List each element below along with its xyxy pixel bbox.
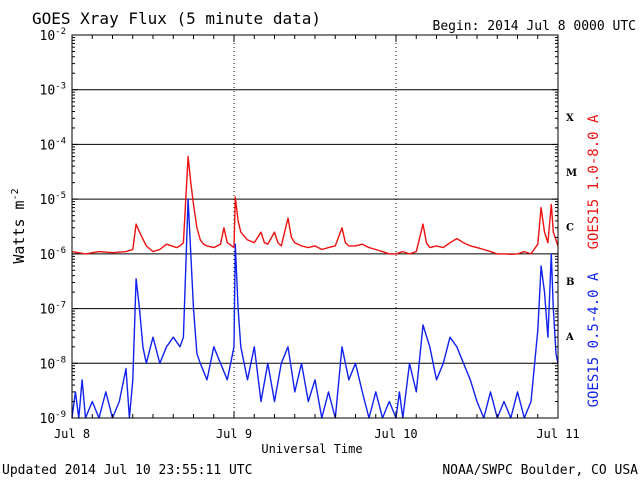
- y-tick-label: 10-9: [40, 410, 67, 427]
- flare-class-label: X: [566, 113, 574, 124]
- updated-label: Updated 2014 Jul 10 23:55:11 UTC: [2, 463, 252, 478]
- y-tick-label: 10-4: [40, 136, 67, 153]
- x-tick-label: Jul 11: [536, 427, 579, 441]
- chart-title: GOES Xray Flux (5 minute data): [32, 9, 321, 28]
- gridlines: [72, 90, 558, 364]
- y-tick-label: 10-7: [40, 301, 67, 318]
- day-dividers: [234, 35, 396, 418]
- flare-class-label: M: [566, 168, 577, 179]
- flare-class-label: A: [565, 332, 574, 343]
- legend-series-short: GOES15 0.5-4.0 A: [586, 272, 602, 407]
- legend-series-long: GOES15 1.0-8.0 A: [586, 114, 602, 249]
- y-tick-label: 10-5: [40, 191, 67, 208]
- series-layer: [72, 157, 558, 418]
- x-tick-label: Jul 8: [54, 427, 90, 441]
- plot-frame: [72, 35, 558, 418]
- y-tick-label: 10-3: [40, 82, 67, 99]
- y-tick-label: 10-8: [40, 355, 67, 372]
- y-tick-label: 10-2: [40, 27, 67, 44]
- y-axis-ticks: 10-9 10-8 10-7 10-6 10-5 10-4 10-3 10-2: [40, 27, 559, 427]
- y-axis-label: Watts m-2: [10, 188, 28, 263]
- x-axis-label: Universal Time: [261, 442, 362, 456]
- x-tick-label: Jul 10: [374, 427, 417, 441]
- series-line-0: [72, 157, 558, 255]
- flare-class-labels: X M C B A: [565, 113, 577, 343]
- x-tick-label: Jul 9: [216, 427, 252, 441]
- flare-class-label: C: [566, 223, 574, 234]
- y-tick-label: 10-6: [40, 246, 67, 263]
- begin-label: Begin: 2014 Jul 8 0000 UTC: [433, 19, 637, 34]
- flare-class-label: B: [566, 277, 574, 288]
- source-label: NOAA/SWPC Boulder, CO USA: [442, 463, 638, 478]
